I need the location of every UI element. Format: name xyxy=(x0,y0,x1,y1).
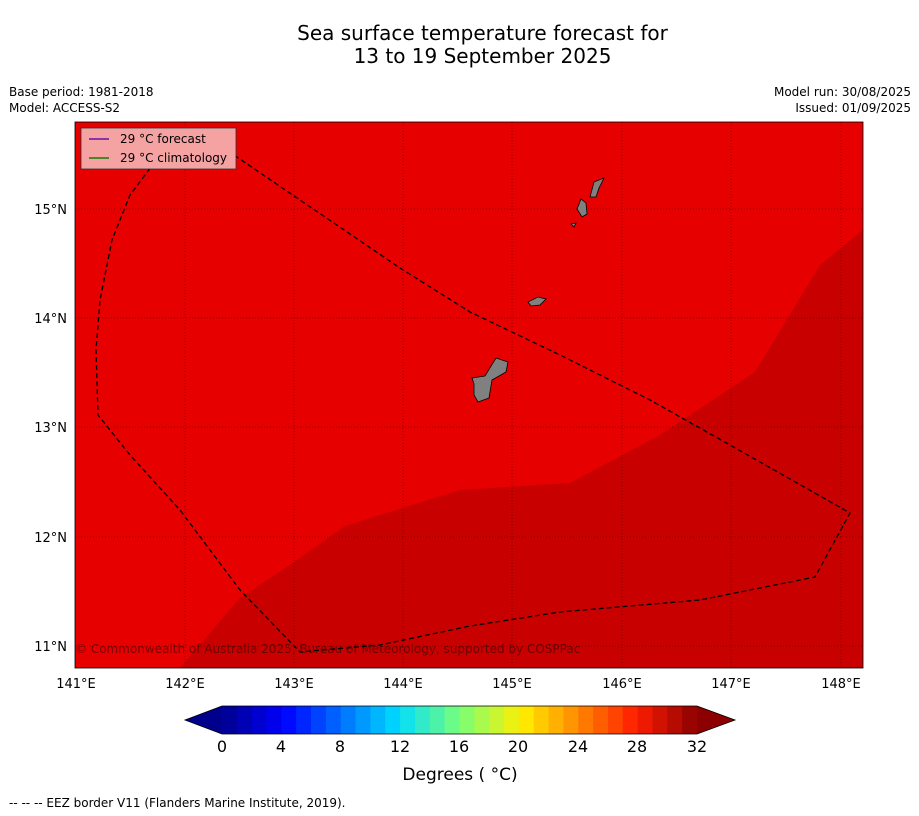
island-aguijan xyxy=(570,222,577,228)
lon-tick-146e: 146°E xyxy=(602,677,642,692)
colorbar-ticks: 0 4 8 12 16 20 24 28 32 xyxy=(217,737,707,756)
legend-forecast-label: 29 °C forecast xyxy=(120,132,206,146)
colorbar-segment xyxy=(296,706,312,734)
colorbar-outline xyxy=(183,705,737,735)
colorbar-segment xyxy=(578,706,594,734)
colorbar-segment xyxy=(236,706,253,734)
colorbar-segment xyxy=(682,706,698,734)
colorbar-segment xyxy=(489,706,505,734)
map-frame xyxy=(74,121,864,669)
islands xyxy=(471,177,605,403)
colorbar-segment xyxy=(414,706,431,734)
map-title: Sea surface temperature forecast for 13 … xyxy=(0,22,919,68)
lon-tick-145e: 145°E xyxy=(492,677,532,692)
colorbar-high-extension xyxy=(697,706,735,734)
colorbar-segment xyxy=(637,706,653,734)
colorbar-segment xyxy=(504,706,520,734)
meta-left: Base period: 1981-2018 Model: ACCESS-S2 xyxy=(9,84,154,116)
title-line-2: 13 to 19 September 2025 xyxy=(353,44,612,68)
colorbar-segment xyxy=(385,706,401,734)
island-tinian xyxy=(576,198,588,218)
model-run-text: Model run: 30/08/2025 xyxy=(773,85,911,99)
island-saipan xyxy=(589,177,605,198)
lon-tick-147e: 147°E xyxy=(711,677,751,692)
lon-tick-143e: 143°E xyxy=(274,677,314,692)
colorbar-segment xyxy=(607,706,624,734)
colorbar-segment xyxy=(400,706,416,734)
footnote: -- -- -- EEZ border V11 (Flanders Marine… xyxy=(9,796,346,810)
meta-right: Model run: 30/08/2025 Issued: 01/09/2025 xyxy=(774,84,911,116)
lon-tick-144e: 144°E xyxy=(383,677,423,692)
colorbar-segment xyxy=(266,706,282,734)
lon-tick-142e: 142°E xyxy=(165,677,205,692)
colorbar-segment xyxy=(222,706,238,734)
copyright-text: © Commonwealth of Australia 2025, Bureau… xyxy=(75,642,580,656)
colorbar-segment xyxy=(325,706,342,734)
colorbar xyxy=(183,705,737,735)
colorbar-tick-24: 24 xyxy=(568,737,588,756)
lat-tick-11n: 11°N xyxy=(34,640,67,655)
legend: 29 °C forecast 29 °C climatology xyxy=(80,127,237,170)
colorbar-tick-4: 4 xyxy=(276,737,286,756)
colorbar-tick-16: 16 xyxy=(449,737,469,756)
model-text: Model: ACCESS-S2 xyxy=(9,101,121,115)
colorbar-segment xyxy=(652,706,668,734)
colorbar-segment xyxy=(593,706,609,734)
colorbar-segment xyxy=(370,706,386,734)
lat-tick-15n: 15°N xyxy=(34,203,67,218)
lat-tick-labels: 11°N 12°N 13°N 14°N 15°N xyxy=(34,203,67,655)
legend-box xyxy=(80,127,237,170)
colorbar-tick-12: 12 xyxy=(390,737,410,756)
lat-tick-14n: 14°N xyxy=(34,312,67,327)
colorbar-segment xyxy=(533,706,550,734)
colorbar-segment xyxy=(622,706,639,734)
colorbar-segment xyxy=(667,706,683,734)
issued-text: Issued: 01/09/2025 xyxy=(795,101,911,115)
colorbar-tick-32: 32 xyxy=(687,737,707,756)
lon-tick-148e: 148°E xyxy=(821,677,861,692)
colorbar-segment xyxy=(444,706,460,734)
colorbar-segment xyxy=(355,706,371,734)
base-period-text: Base period: 1981-2018 xyxy=(9,85,154,99)
colorbar-segment xyxy=(429,706,446,734)
colorbar-segment xyxy=(281,706,297,734)
map-area: © Commonwealth of Australia 2025, Bureau… xyxy=(75,122,863,668)
lat-tick-12n: 12°N xyxy=(34,531,67,546)
colorbar-segment xyxy=(459,706,475,734)
sst-hot-zone xyxy=(180,230,863,668)
colorbar-segment xyxy=(474,706,490,734)
colorbar-segment xyxy=(548,706,564,734)
colorbar-low-extension xyxy=(185,706,222,734)
colorbar-segment xyxy=(518,706,535,734)
island-rota xyxy=(527,296,547,307)
island-guam xyxy=(471,357,509,403)
title-line-1: Sea surface temperature forecast for xyxy=(297,21,668,45)
legend-climatology-label: 29 °C climatology xyxy=(120,151,227,165)
colorbar-tick-0: 0 xyxy=(217,737,227,756)
lat-tick-13n: 13°N xyxy=(34,421,67,436)
colorbar-segment xyxy=(251,706,268,734)
colorbar-segment xyxy=(563,706,579,734)
colorbar-tick-8: 8 xyxy=(335,737,345,756)
eez-border xyxy=(95,129,851,653)
colorbar-tick-28: 28 xyxy=(627,737,647,756)
graticule xyxy=(75,122,863,668)
lon-tick-labels: 141°E 142°E 143°E 144°E 145°E 146°E 147°… xyxy=(56,677,861,692)
colorbar-tick-20: 20 xyxy=(508,737,528,756)
colorbar-segment xyxy=(311,706,327,734)
lon-tick-141e: 141°E xyxy=(56,677,96,692)
colorbar-label: Degrees ( °C) xyxy=(402,765,517,785)
colorbar-segment xyxy=(340,706,357,734)
